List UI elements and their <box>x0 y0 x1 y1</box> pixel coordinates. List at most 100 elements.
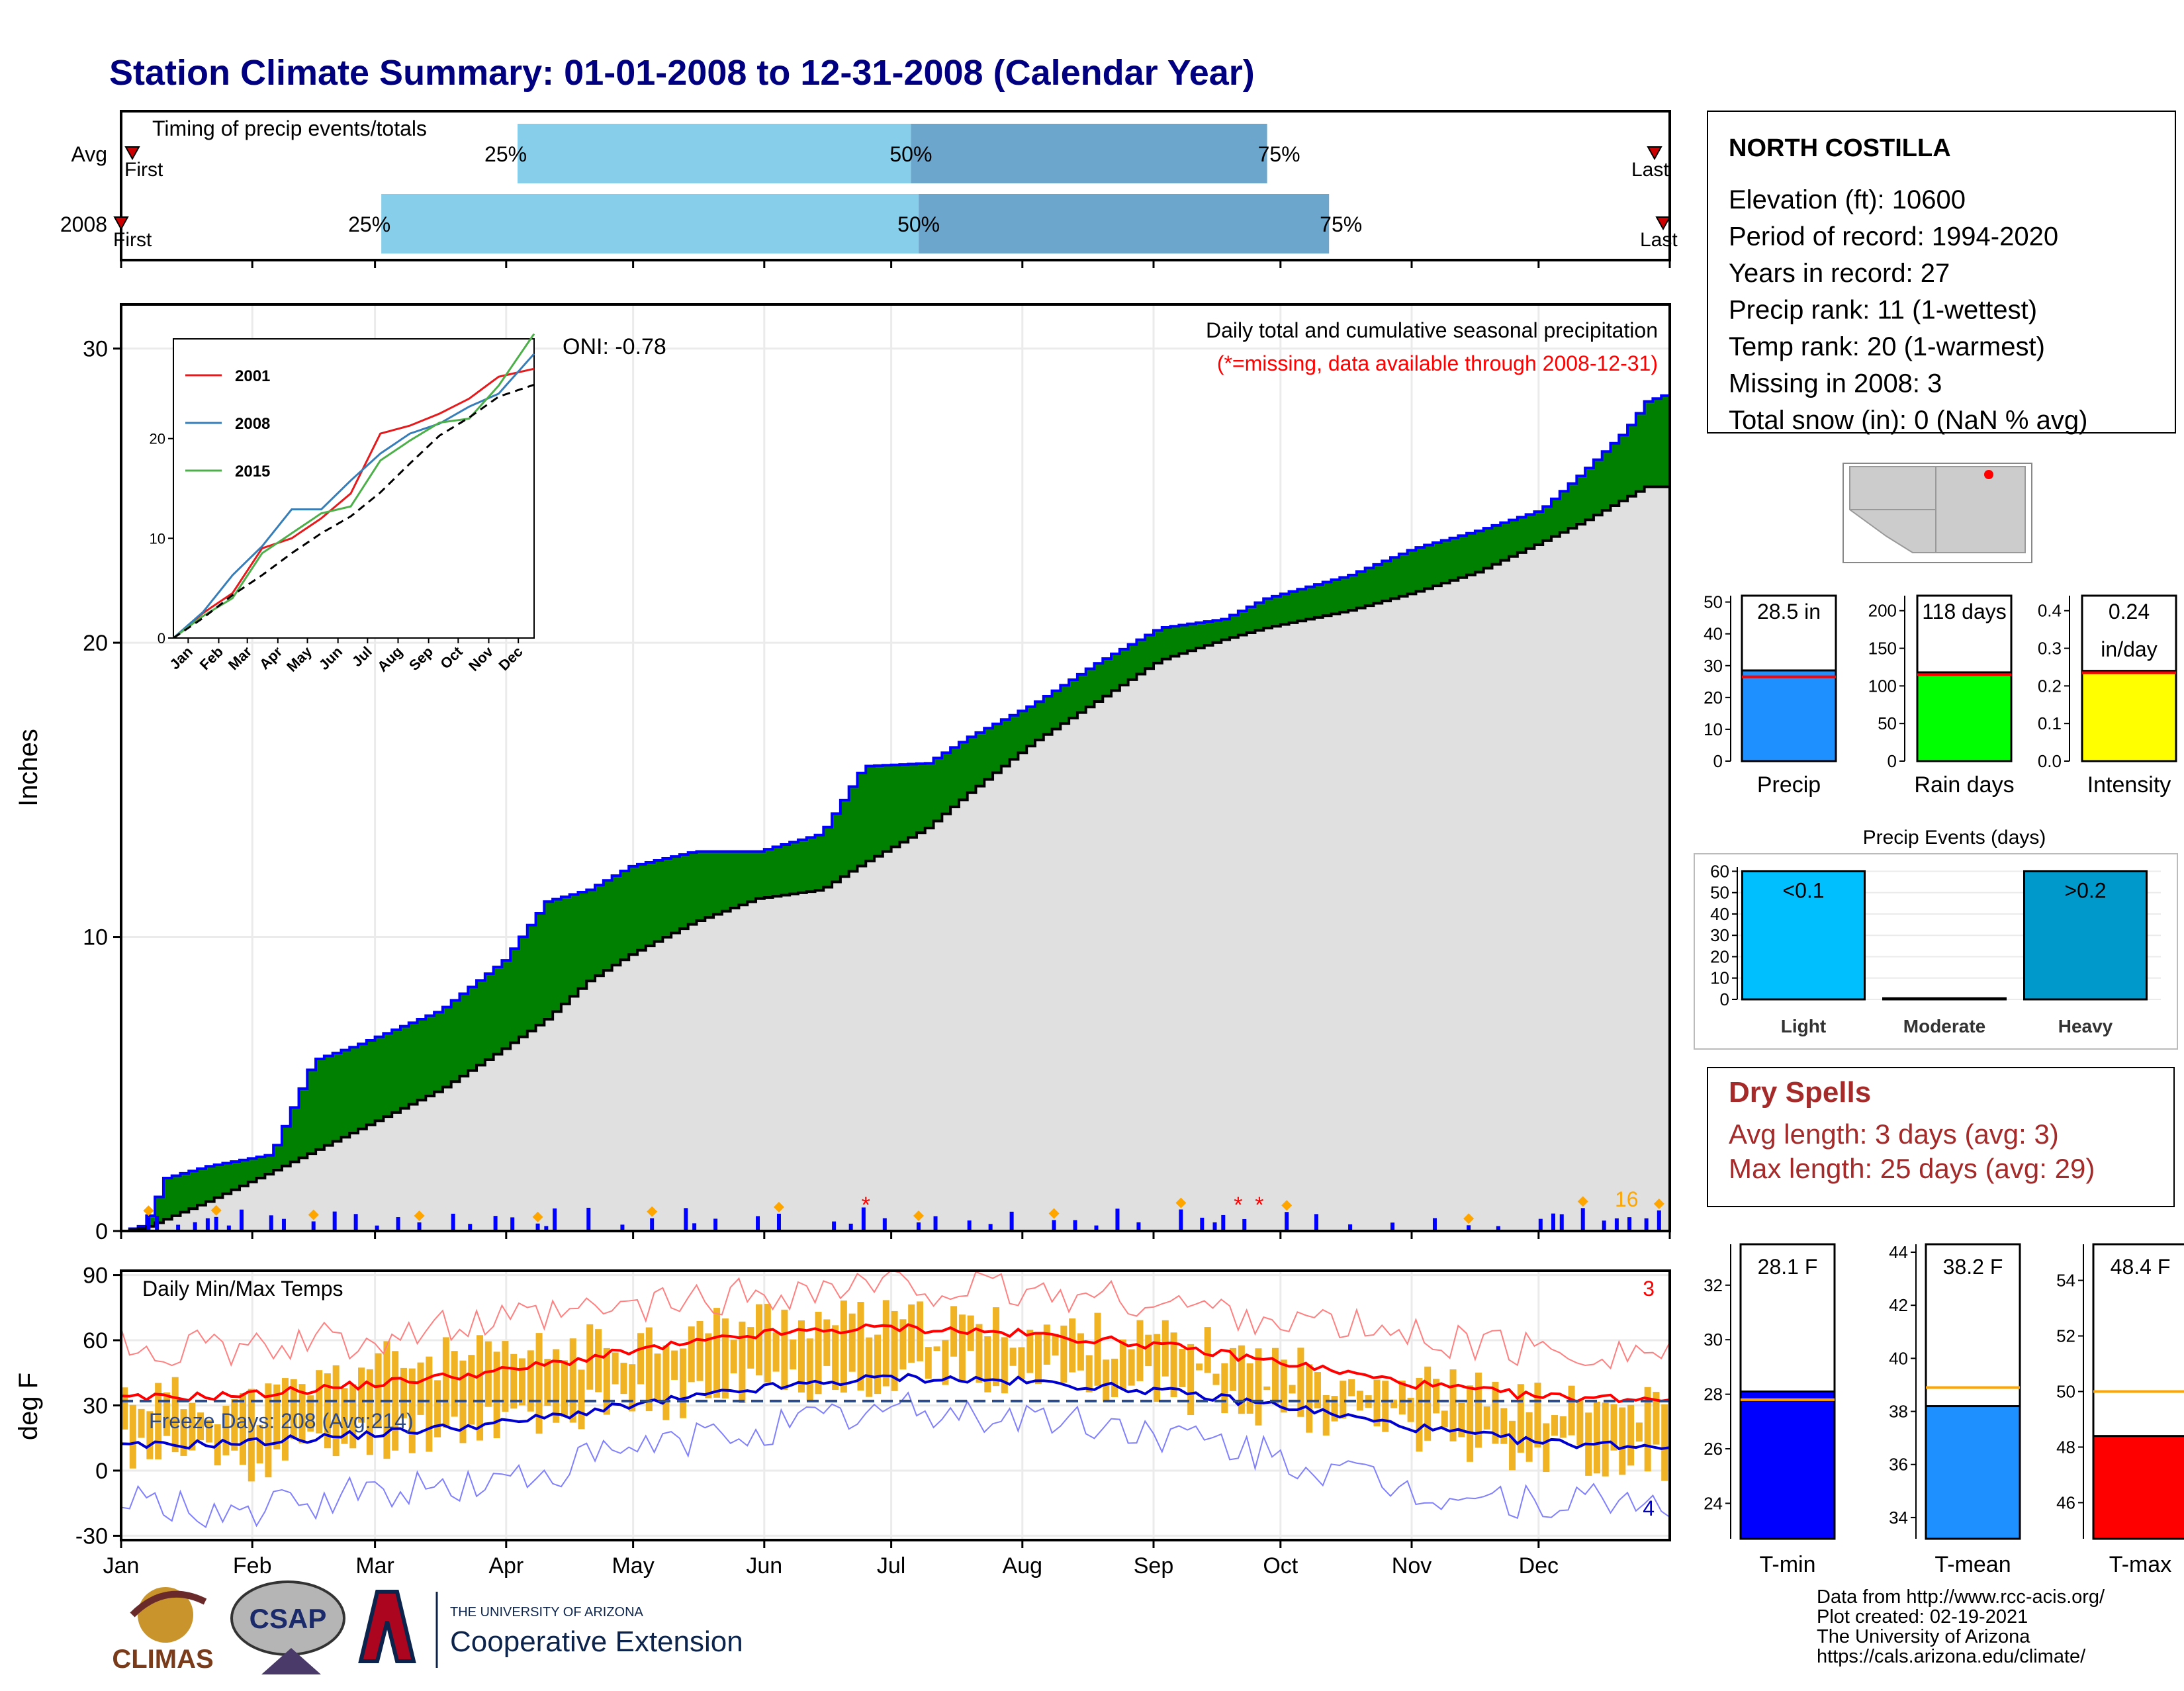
timing-bar-25-50 <box>381 194 919 253</box>
timing-q25-label: 25% <box>348 212 390 236</box>
daily-precip-bar <box>281 1218 286 1231</box>
location-map <box>1843 463 2032 563</box>
precip-ytick: 20 <box>83 631 108 656</box>
daily-precip-bar <box>1551 1213 1555 1231</box>
daily-precip-bar <box>586 1207 591 1231</box>
precip-record-marker <box>532 1211 543 1222</box>
temp-ytick: 90 <box>83 1263 108 1289</box>
mini-bar-ytick: 0.0 <box>2038 751 2062 771</box>
cumulative-avg-area <box>121 485 1671 1232</box>
temp-bar-value <box>2092 1435 2184 1540</box>
first-event-label: First <box>124 159 163 181</box>
precip-record-marker <box>1175 1197 1187 1209</box>
station-info-box: NORTH COSTILLA Elevation (ft): 10600 Peri… <box>1707 111 2176 435</box>
timing-q50-label: 50% <box>889 142 932 166</box>
precip-record-marker <box>143 1205 154 1216</box>
daily-precip-bar <box>1627 1217 1632 1231</box>
daily-precip-bar <box>861 1207 866 1231</box>
precip-ytick: 10 <box>83 925 108 950</box>
timing-q75-label: 75% <box>1258 142 1300 166</box>
precip-record-marker <box>1577 1196 1588 1207</box>
missing-data-marker: * <box>1234 1193 1242 1218</box>
temp-line-avg-max <box>120 1323 1670 1404</box>
last-event-label: Last <box>1640 229 1678 251</box>
footer-line: Plot created: 02-19-2021 <box>1817 1606 2028 1627</box>
precip-record-marker <box>773 1201 784 1212</box>
timing-q50-label: 50% <box>897 212 940 236</box>
precip-title: Daily total and cumulative seasonal prec… <box>1206 318 1658 342</box>
timing-row-2008: 2008 25% 50% 75% First Last <box>60 194 1678 253</box>
timing-row-label: 2008 <box>60 212 107 236</box>
month-xtick: May <box>612 1553 654 1578</box>
mini-bar-ytick: 0 <box>1713 751 1723 771</box>
mini-bar-ytick: 150 <box>1868 639 1897 659</box>
daily-precip-bar <box>620 1224 625 1231</box>
daily-precip-bar <box>396 1217 400 1231</box>
events-ytick: 10 <box>1710 968 1729 988</box>
station-info-line: Temp rank: 20 (1-warmest) <box>1729 332 2045 361</box>
daily-precip-bar <box>756 1216 760 1231</box>
events-ytick: 30 <box>1710 925 1729 945</box>
temp-bar-value-label: 48.4 F <box>2111 1255 2171 1279</box>
inset-legend-label: 2008 <box>235 415 270 433</box>
daily-precip-bar <box>1538 1218 1543 1231</box>
precip-record-marker <box>1048 1208 1060 1219</box>
daily-precip-bar <box>848 1223 853 1231</box>
events-bar-label: Heavy <box>2058 1016 2113 1036</box>
daily-precip-bar <box>375 1225 379 1231</box>
dry-spells-box: Dry Spells Avg length: 3 days (avg: 3) M… <box>1707 1067 2175 1207</box>
station-location-dot <box>1984 470 1993 479</box>
mini-bar-ytick: 0 <box>1888 751 1897 771</box>
temp-panel: -30 0 30 60 90 Jan Feb Mar Apr May Jun Jul Aug Sep Oct… <box>14 1263 1671 1578</box>
logo-university-of-arizona: THE UNIVERSITY OF ARIZONA Cooperative Ex… <box>358 1590 743 1668</box>
daily-precip-bar <box>468 1224 473 1231</box>
inset-ytick: 20 <box>150 431 165 447</box>
daily-precip-bar <box>451 1213 455 1231</box>
annot-16: 16 <box>1615 1187 1639 1211</box>
daily-precip-bar <box>692 1223 697 1231</box>
mini-bar-label: Precip <box>1757 772 1821 798</box>
mini-bar-ytick: 0.4 <box>2038 601 2062 621</box>
footer-line: https://cals.arizona.edu/climate/ <box>1817 1646 2086 1667</box>
precip-ylabel: Inches <box>14 729 43 807</box>
daily-precip-bar <box>1179 1209 1183 1231</box>
precip-subtitle: (*=missing, data available through 2008-… <box>1217 351 1658 375</box>
timing-bar-50-75 <box>919 194 1330 253</box>
mini-bar-label: Intensity <box>2087 772 2171 798</box>
timing-q75-label: 75% <box>1320 212 1362 236</box>
daily-precip-bar <box>176 1224 181 1231</box>
temp-bar-value <box>1925 1405 2021 1540</box>
page-title: Station Climate Summary: 01-01-2008 to 1… <box>109 53 1255 93</box>
timing-row-label: Avg <box>71 142 107 166</box>
daily-precip-bar <box>240 1209 244 1231</box>
temp-line-record-low <box>120 1391 1670 1528</box>
daily-precip-bar <box>1242 1218 1247 1231</box>
precip-record-marker <box>210 1205 222 1216</box>
daily-precip-bar <box>417 1222 422 1231</box>
mini-bar-ytick: 100 <box>1868 676 1897 696</box>
first-event-marker <box>113 216 129 231</box>
daily-precip-bar <box>967 1220 972 1231</box>
station-info-line: Missing in 2008: 3 <box>1729 369 1942 398</box>
temp-bar-ytick: 36 <box>1889 1455 1908 1475</box>
events-ytick: 50 <box>1710 883 1729 903</box>
precip-ytick: 30 <box>83 337 108 362</box>
footer-line: Data from http://www.rcc-acis.org/ <box>1817 1586 2105 1608</box>
temp-bar-ytick: 52 <box>2056 1326 2075 1346</box>
mini-bar-ytick: 200 <box>1868 601 1897 621</box>
daily-precip-bar <box>146 1217 151 1231</box>
timing-bar-25-50 <box>518 124 911 183</box>
mini-bar-value-label: 28.5 in <box>1757 600 1821 623</box>
mini-bar-ytick: 10 <box>1704 719 1723 739</box>
events-bar-value: <0.1 <box>1782 878 1824 902</box>
daily-precip-bar <box>1657 1210 1661 1231</box>
daily-precip-bar <box>535 1223 540 1231</box>
month-xtick: Jun <box>746 1553 782 1578</box>
precip-record-marker <box>1281 1200 1293 1211</box>
daily-precip-bar <box>916 1222 921 1231</box>
mini-bar-intensity: 0.0 0.1 0.2 0.3 0.4 0.24 in/day Intensity <box>2038 594 2177 798</box>
station-info-line: Period of record: 1994-2020 <box>1729 222 2058 251</box>
inset-series-2001 <box>173 367 535 639</box>
precip-panel: * * * 0 10 20 30 Inches Daily total and cumul… <box>14 303 1671 1244</box>
mini-bar-precip: 0 10 20 30 40 50 28.5 in Precip <box>1704 592 1837 798</box>
